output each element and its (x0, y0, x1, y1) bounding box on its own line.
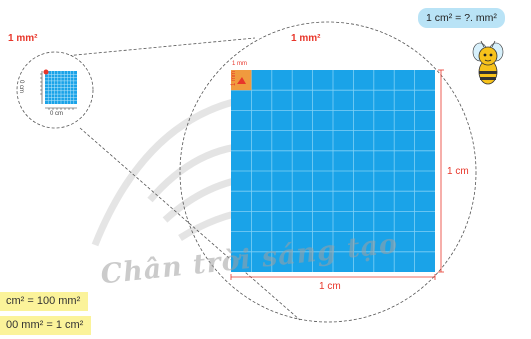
equation-box-2: 00 mm² = 1 cm² (0, 316, 92, 335)
small-zoom-label: 1 mm² (8, 33, 38, 44)
big-zoom-label: 1 mm² (291, 33, 321, 44)
tiny-mm-side: 1 mm (231, 71, 237, 86)
small-scale-horizontal: 0 cm (50, 111, 64, 117)
big-grid (231, 70, 435, 272)
small-zoom-circle (16, 51, 94, 129)
tiny-mm-top: 1 mm (232, 61, 247, 67)
small-scale-vertical: 0 cm (18, 80, 24, 94)
equation-box-1: cm² = 100 mm² (0, 292, 89, 311)
bee-icon (472, 40, 504, 85)
dimension-right-label: 1 cm (447, 166, 469, 177)
dimension-bottom-label: 1 cm (319, 281, 341, 292)
question-bubble: 1 cm² = ?. mm² (418, 8, 505, 28)
